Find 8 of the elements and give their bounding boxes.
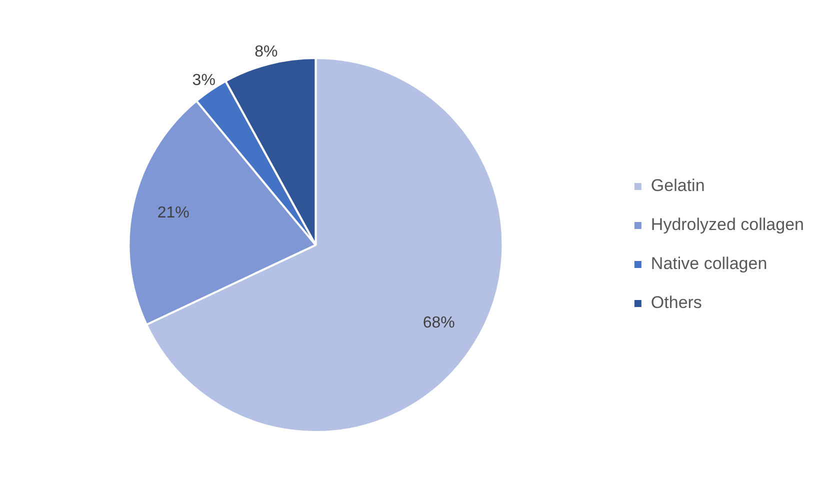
legend-label: Native collagen <box>650 254 768 274</box>
legend-label: Hydrolyzed collagen <box>650 215 804 234</box>
data-label: 3% <box>192 72 216 89</box>
data-label: 21% <box>157 204 190 222</box>
legend-label: Others <box>650 293 702 312</box>
data-label: 8% <box>254 44 278 61</box>
data-label: 68% <box>422 314 455 332</box>
legend-label: Gelatin <box>650 176 705 196</box>
